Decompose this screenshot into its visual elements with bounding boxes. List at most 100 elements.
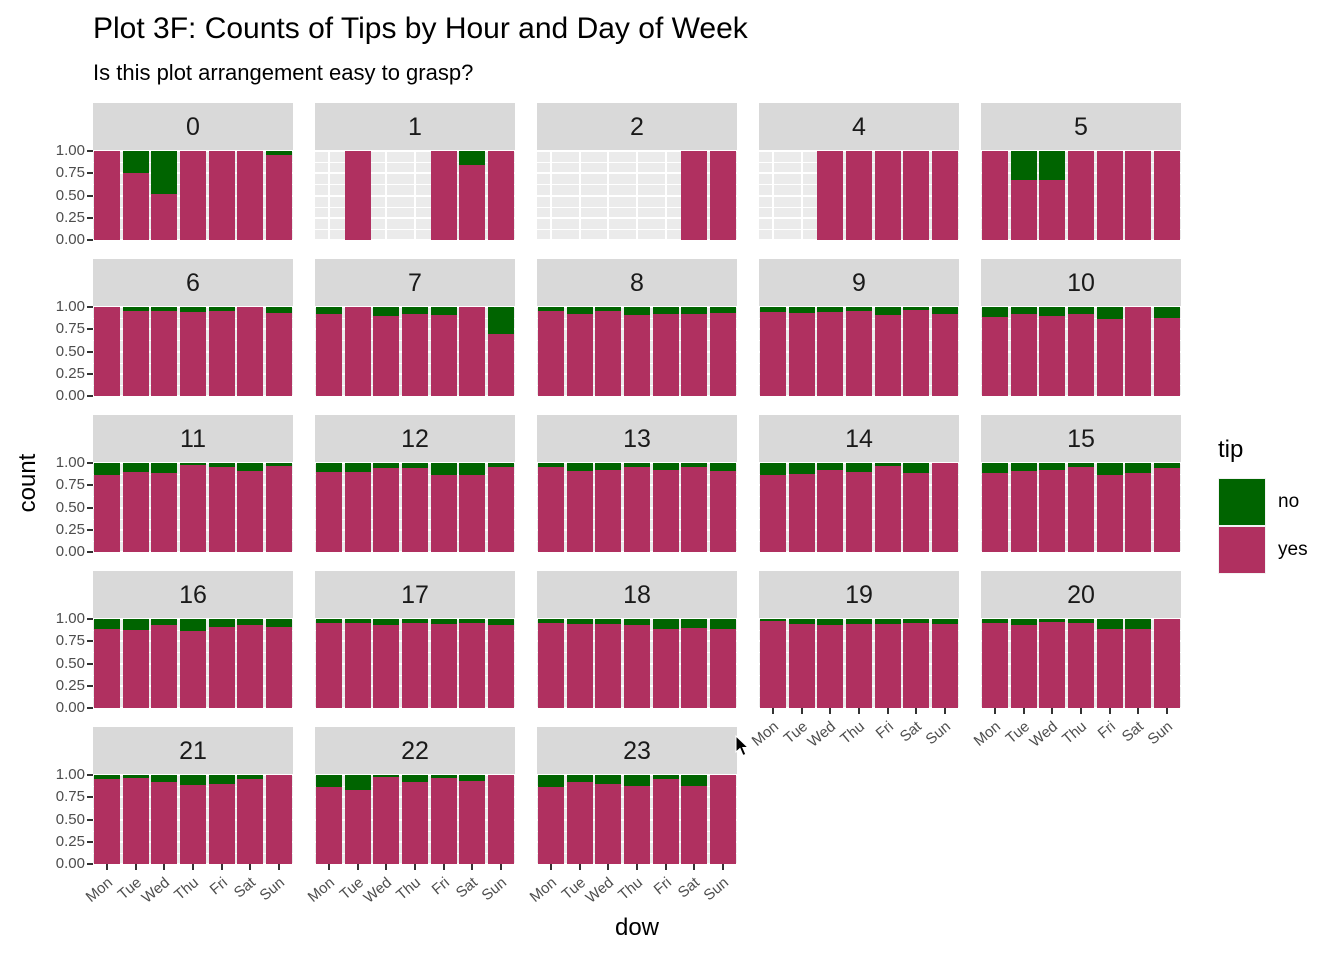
gridline-h: [315, 551, 515, 553]
facet-hour-9: 9: [759, 259, 959, 397]
bar-yes-Thu: [624, 786, 650, 864]
facet-strip-label: 10: [1067, 268, 1095, 297]
bar-no-Fri: [1097, 307, 1123, 319]
y-tick-mark: [87, 462, 93, 464]
facet-strip-label: 20: [1067, 580, 1095, 609]
bar-no-Wed: [373, 463, 399, 468]
bar-yes-Fri: [875, 466, 901, 552]
bar-no-Tue: [789, 307, 815, 313]
bar-no-Tue: [345, 775, 371, 790]
bar-yes-Sun: [266, 313, 292, 396]
bar-no-Thu: [846, 619, 872, 624]
x-tick-mark: [1051, 708, 1053, 714]
y-tick-mark: [87, 529, 93, 531]
facet-panel: [981, 618, 1181, 709]
x-tick-mark: [1080, 708, 1082, 714]
y-tick-label: 0.25: [55, 521, 85, 538]
facet-hour-19: 19 Mon Tue Wed Thu Fri Sat Sun: [749, 571, 959, 751]
facet-strip: 10: [981, 259, 1181, 307]
gridline-v: [550, 151, 552, 240]
bar-yes-Tue: [345, 790, 371, 864]
facet-panel: [93, 462, 293, 553]
facet-strip-label: 17: [401, 580, 429, 609]
facet-strip: 0: [93, 103, 293, 151]
bar-yes-Tue: [345, 472, 371, 552]
bar-no-Thu: [1068, 307, 1094, 314]
x-tick-mark: [607, 864, 609, 870]
gridline-h: [93, 239, 293, 241]
facet-hour-0: 0 1.00 0.75 0.50 0.25 0.00: [56, 103, 293, 248]
facet-panel: [93, 618, 293, 709]
bar-no-Wed: [817, 463, 843, 470]
bar-yes-Sun: [932, 463, 958, 552]
y-tick-mark: [87, 507, 93, 509]
bar-yes-Tue: [123, 472, 149, 552]
bar-yes-Sat: [237, 471, 263, 552]
bar-no-Thu: [624, 775, 650, 786]
bar-yes-Sun: [932, 151, 958, 240]
bar-yes-Sat: [681, 786, 707, 864]
bar-yes-Mon: [982, 623, 1008, 708]
bar-yes-Mon: [316, 623, 342, 708]
bar-yes-Mon: [538, 467, 564, 552]
bar-yes-Fri: [431, 778, 457, 864]
bar-yes-Thu: [846, 151, 872, 240]
facet-panel: [315, 774, 515, 865]
facet-panel: [537, 774, 737, 865]
bar-yes-Thu: [402, 468, 428, 552]
bar-yes-Sun: [1154, 318, 1180, 396]
bar-no-Mon: [316, 307, 342, 314]
gridline-h: [93, 551, 293, 553]
bar-no-Wed: [1039, 307, 1065, 316]
facet-panel: [759, 306, 959, 397]
bar-yes-Sat: [681, 151, 707, 240]
facet-panel: [93, 306, 293, 397]
facet-strip-label: 21: [179, 736, 207, 765]
bar-no-Mon: [982, 619, 1008, 623]
facet-strip: 20: [981, 571, 1181, 619]
x-tick-mark: [135, 864, 137, 870]
bar-no-Sat: [681, 463, 707, 467]
facet-strip: 12: [315, 415, 515, 463]
y-tick-mark: [87, 819, 93, 821]
bar-yes-Wed: [151, 311, 177, 396]
gridline-v: [636, 151, 638, 240]
bar-no-Tue: [567, 307, 593, 314]
facet-panel: [93, 150, 293, 241]
facet-strip: 21: [93, 727, 293, 775]
gridline-h: [93, 707, 293, 709]
legend-swatch-no-icon: [1218, 478, 1266, 526]
bar-yes-Tue: [789, 474, 815, 552]
facet-hour-16: 16 1.00 0.75 0.50 0.25 0.00: [56, 571, 293, 716]
bar-no-Wed: [595, 619, 621, 624]
bar-yes-Tue: [1011, 180, 1037, 240]
x-tick-mark: [665, 864, 667, 870]
bar-yes-Tue: [567, 314, 593, 396]
bar-yes-Sat: [237, 307, 263, 396]
x-tick-mark: [192, 864, 194, 870]
bar-no-Tue: [345, 619, 371, 623]
bar-yes-Thu: [402, 782, 428, 864]
facet-strip-label: 13: [623, 424, 651, 453]
legend-title: tip: [1218, 436, 1244, 463]
bar-yes-Mon: [316, 314, 342, 396]
bar-yes-Mon: [760, 475, 786, 552]
bar-yes-Thu: [180, 465, 206, 552]
facet-panel: [93, 774, 293, 865]
bar-no-Wed: [1039, 151, 1065, 180]
bar-no-Thu: [402, 775, 428, 782]
bar-yes-Fri: [875, 624, 901, 708]
bar-yes-Mon: [760, 621, 786, 708]
y-tick-mark: [87, 640, 93, 642]
facet-strip: 6: [93, 259, 293, 307]
bar-no-Wed: [595, 463, 621, 470]
gridline-h: [315, 707, 515, 709]
bar-yes-Sun: [710, 151, 736, 240]
y-tick-mark: [87, 150, 93, 152]
bar-yes-Sat: [459, 781, 485, 864]
bar-no-Sat: [459, 619, 485, 623]
bar-yes-Wed: [151, 782, 177, 864]
bar-no-Sun: [266, 463, 292, 466]
bar-no-Fri: [209, 307, 235, 311]
y-tick-mark: [87, 484, 93, 486]
